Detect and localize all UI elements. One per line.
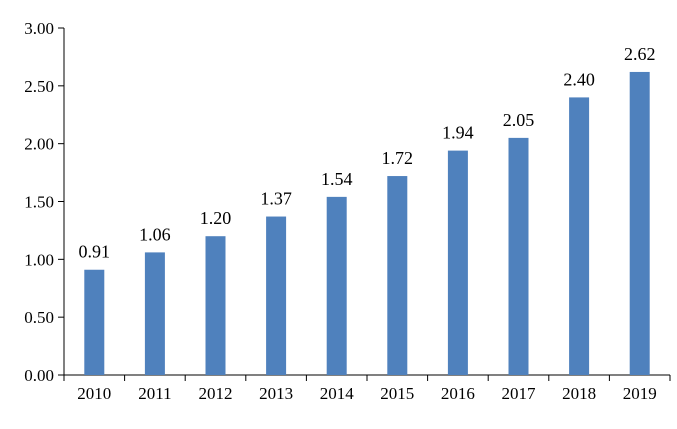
bar-2012	[205, 236, 226, 375]
bar-2013	[266, 216, 287, 375]
x-tick-label: 2016	[441, 384, 475, 403]
y-tick-label: 0.00	[24, 366, 54, 385]
y-tick-label: 0.50	[24, 308, 54, 327]
data-label-2019: 2.62	[624, 44, 656, 64]
x-tick-label: 2014	[320, 384, 355, 403]
x-tick-label: 2019	[623, 384, 657, 403]
x-tick-label: 2017	[502, 384, 537, 403]
x-tick-label: 2018	[562, 384, 596, 403]
x-axis: 2010 2011 2012 2013 2014 2015 2016 2017 2018 2019	[63, 374, 671, 403]
x-tick-label: 2012	[199, 384, 233, 403]
bar-2017	[508, 137, 529, 375]
y-tick-label: 1.00	[24, 250, 54, 269]
data-label-2012: 1.20	[200, 208, 232, 228]
bar-2016	[447, 150, 468, 375]
bar-2019	[629, 71, 650, 375]
data-label-2016: 1.94	[442, 123, 474, 143]
data-label-2015: 1.72	[382, 148, 414, 168]
bar-2018	[569, 97, 590, 376]
x-tick-label: 2013	[259, 384, 293, 403]
data-label-2011: 1.06	[139, 224, 171, 244]
bar-2010	[84, 269, 105, 375]
data-label-2013: 1.37	[260, 189, 292, 209]
y-tick-label: 3.00	[24, 19, 54, 38]
bars	[84, 71, 650, 376]
bar-2011	[144, 252, 165, 375]
data-label-2018: 2.40	[563, 69, 595, 89]
x-tick-label: 2010	[77, 384, 111, 403]
x-tick-label: 2011	[138, 384, 171, 403]
bar-2014	[326, 196, 347, 375]
bar-2015	[387, 176, 408, 375]
data-label-2014: 1.54	[321, 169, 353, 189]
y-axis: 0.00 0.50 1.00 1.50 2.00 2.50 3.00	[24, 19, 65, 385]
y-tick-label: 2.00	[24, 135, 54, 154]
data-labels: 0.91 1.06 1.20 1.37 1.54 1.72 1.94 2.05 2.40 2.62	[79, 44, 656, 262]
x-tick-label: 2015	[380, 384, 414, 403]
data-label-2010: 0.91	[79, 242, 111, 262]
y-tick-label: 1.50	[24, 193, 54, 212]
y-tick-label: 2.50	[24, 77, 54, 96]
data-label-2017: 2.05	[503, 110, 535, 130]
